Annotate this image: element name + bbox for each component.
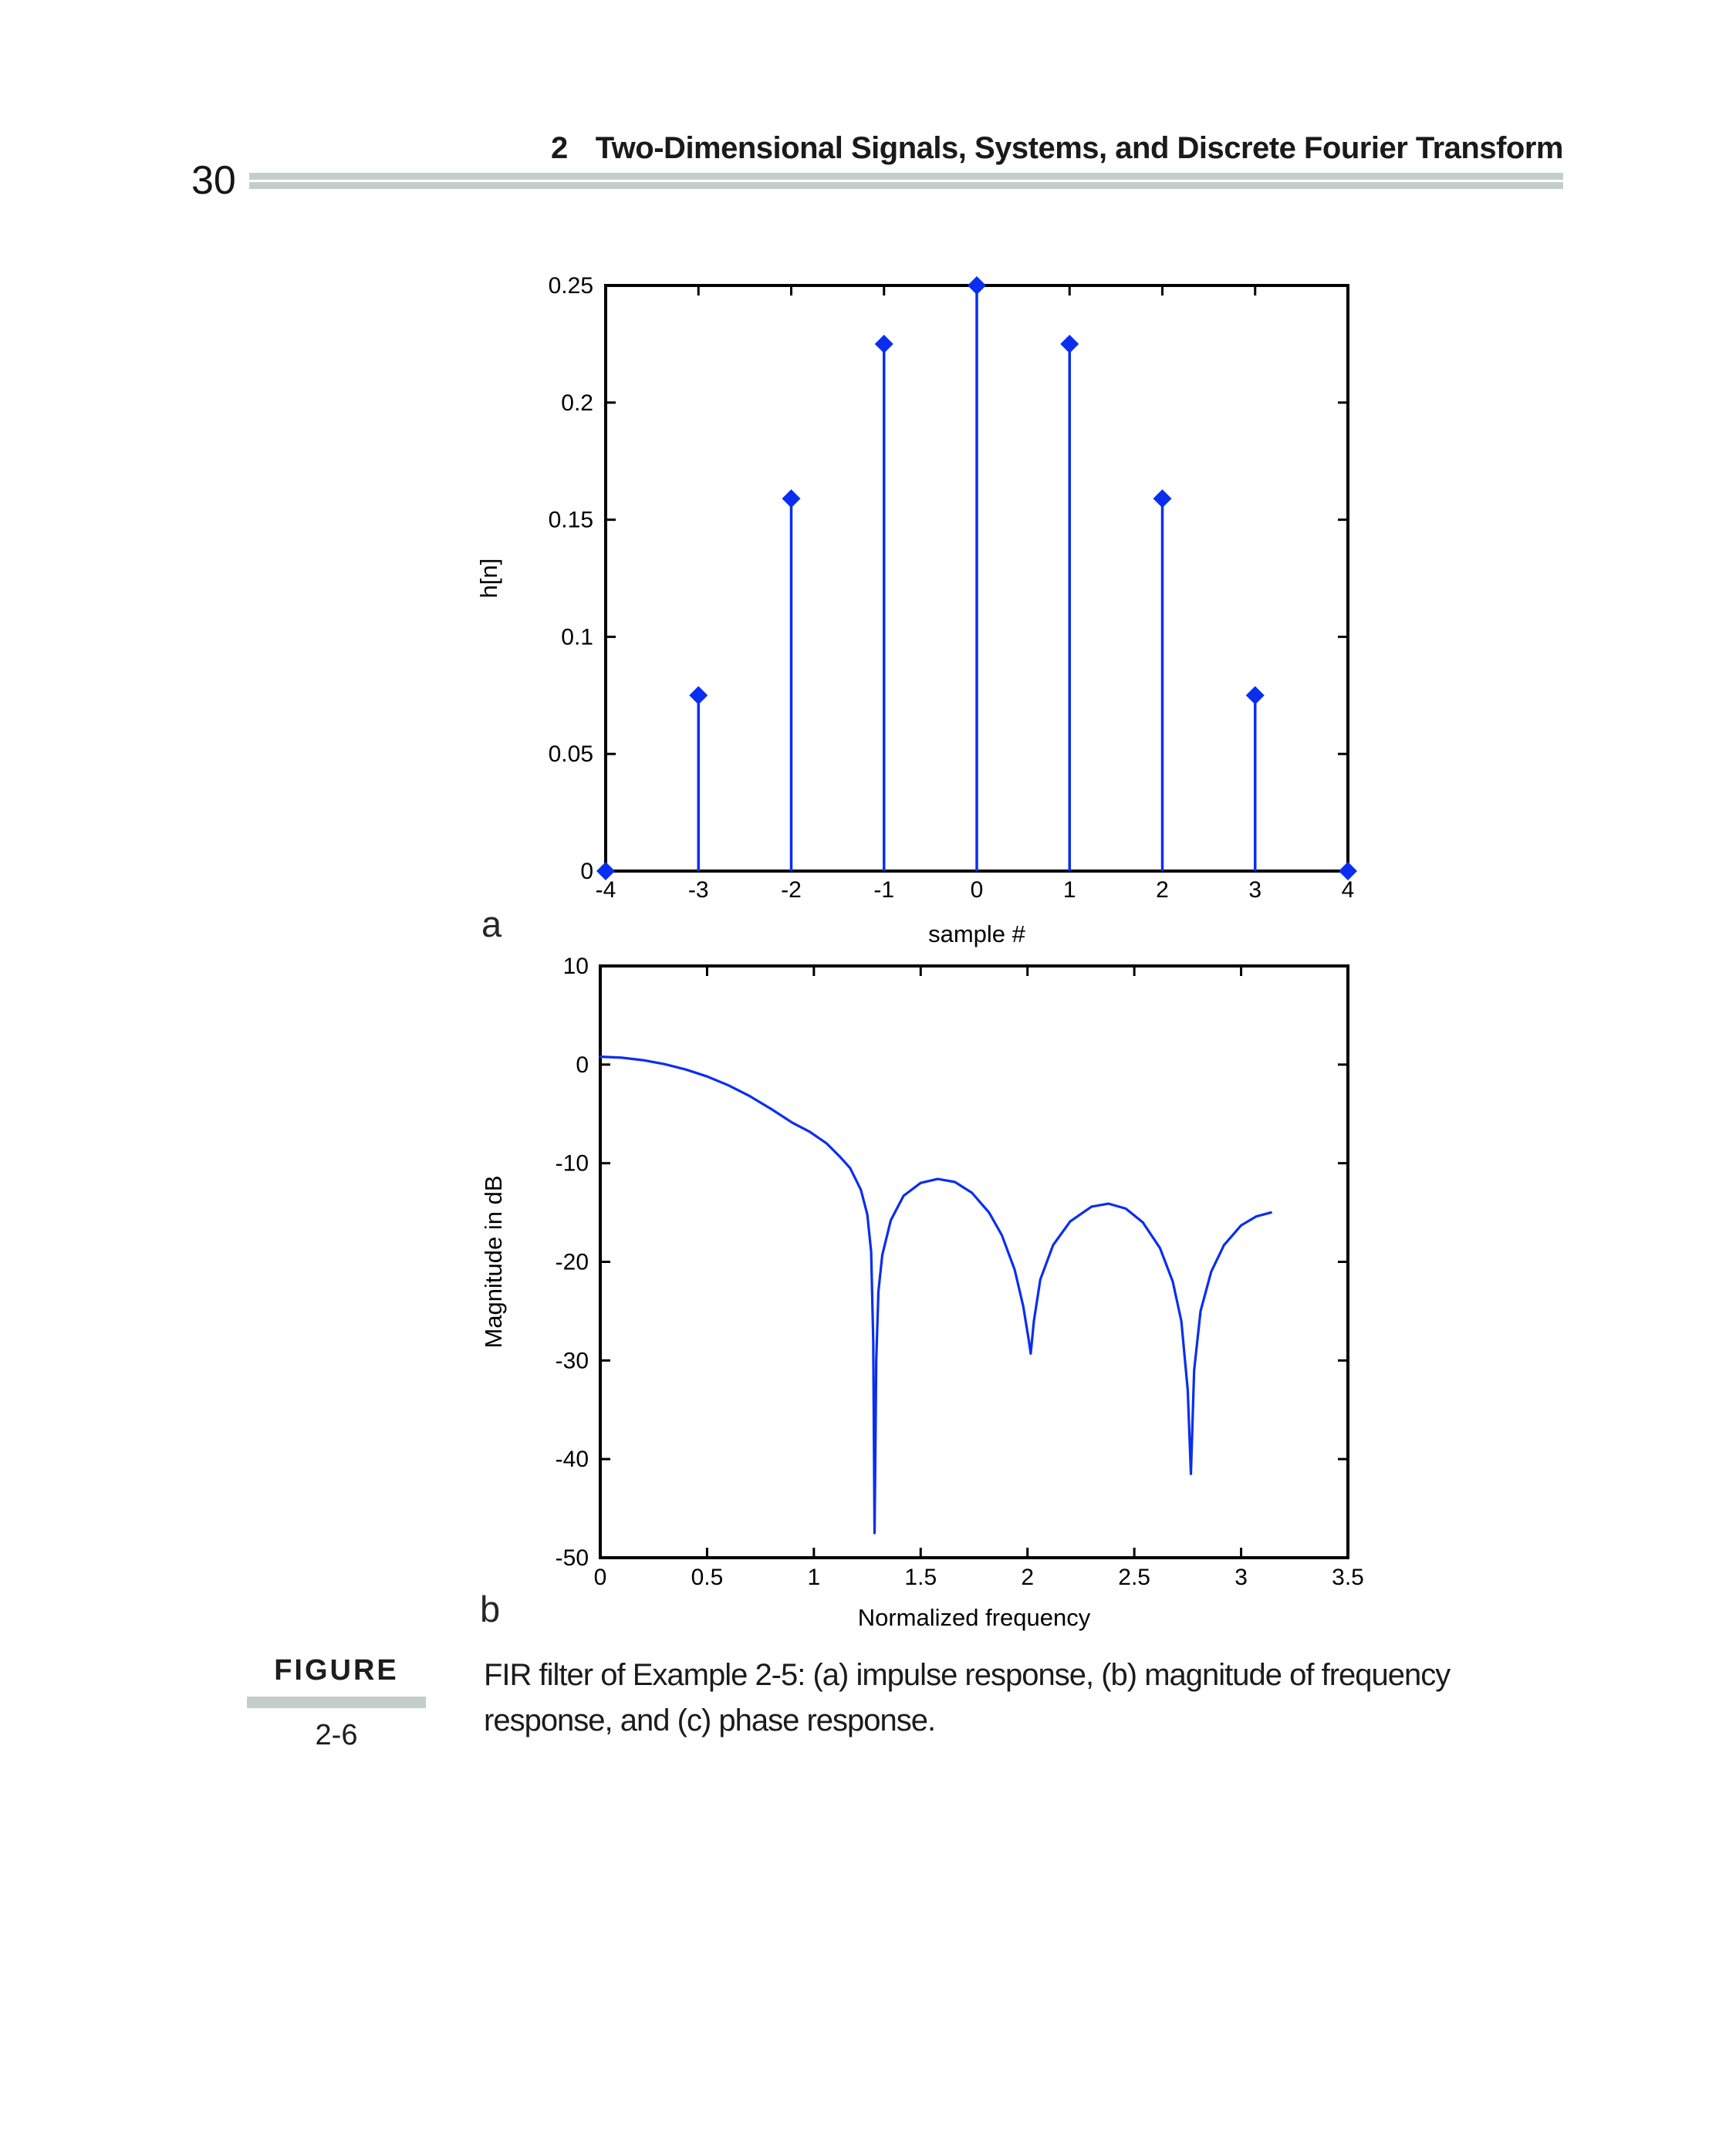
x-tick-label: 2.5 bbox=[1118, 1565, 1150, 1590]
subfigure-a-label: a bbox=[481, 903, 502, 944]
x-tick-label: 1 bbox=[808, 1565, 821, 1590]
x-tick-label: -4 bbox=[596, 877, 616, 903]
figure-rule bbox=[247, 1697, 426, 1708]
chapter-number: 2 bbox=[550, 131, 568, 165]
x-tick-label: -1 bbox=[873, 877, 894, 903]
impulse-response-plot: -4 -3 -2 -1 0 1 2 3 4 0 0.05 0.1 0.15 0.2 0.25 sample #… bbox=[475, 273, 1357, 947]
x-tick-label: -2 bbox=[781, 877, 802, 903]
page-number: 30 bbox=[191, 158, 236, 203]
stem-marker bbox=[1245, 686, 1265, 705]
x-tick-label: 0 bbox=[971, 877, 984, 903]
x-tick-label: 1 bbox=[1063, 877, 1076, 903]
y-axis-label: h[n] bbox=[475, 559, 502, 599]
stem-marker bbox=[596, 862, 615, 880]
x-tick-label: 4 bbox=[1342, 877, 1355, 903]
x-tick-label: -3 bbox=[688, 877, 709, 903]
y-axis-label: Magnitude in dB bbox=[480, 1175, 507, 1348]
x-tick-label: 2 bbox=[1021, 1565, 1034, 1590]
magnitude-response-plot: 0 0.5 1 1.5 2 2.5 3 3.5 -50 -40 -30 -20 -10 0 10 Normal… bbox=[480, 954, 1364, 1631]
figure-caption: FIR filter of Example 2-5: (a) impulse r… bbox=[484, 1653, 1451, 1744]
chapter-title: Two-Dimensional Signals, Systems, and Di… bbox=[595, 131, 1564, 165]
header-rule-top bbox=[249, 173, 1563, 180]
stem-marker bbox=[782, 489, 801, 508]
x-axis-label: Normalized frequency bbox=[858, 1604, 1091, 1631]
x-tick-label: 1.5 bbox=[904, 1565, 937, 1590]
figure-label-block: FIGURE 2-6 bbox=[247, 1654, 426, 1752]
stem-marker bbox=[1153, 489, 1172, 508]
figure-label: FIGURE bbox=[274, 1654, 399, 1687]
x-tick-label: 0.5 bbox=[691, 1565, 724, 1590]
x-tick-label: 0 bbox=[594, 1565, 607, 1590]
caption-line-1: FIR filter of Example 2-5: (a) impulse r… bbox=[484, 1658, 1451, 1692]
x-axis-label: sample # bbox=[928, 920, 1026, 947]
subfigure-b-label: b bbox=[480, 1589, 501, 1629]
x-tick-label: 3.5 bbox=[1332, 1565, 1364, 1590]
y-tick-label: -10 bbox=[556, 1151, 589, 1177]
x-tick-label: 2 bbox=[1156, 877, 1169, 903]
y-tick-label: 0.2 bbox=[561, 390, 593, 416]
chapter-header: 2 Two-Dimensional Signals, Systems, and … bbox=[550, 131, 1564, 166]
x-tick-label: 3 bbox=[1248, 877, 1261, 903]
y-tick-label: 0.1 bbox=[561, 624, 593, 650]
x-tick-label: 3 bbox=[1234, 1565, 1248, 1590]
y-tick-label: -30 bbox=[556, 1348, 589, 1373]
caption-line-2: response, and (c) phase response. bbox=[484, 1704, 936, 1737]
y-tick-label: -50 bbox=[556, 1545, 589, 1571]
response-curve bbox=[599, 1055, 1272, 1535]
stem-marker bbox=[1339, 862, 1357, 880]
y-tick-label: -20 bbox=[556, 1250, 589, 1275]
stem-marker bbox=[874, 334, 893, 353]
figure-number: 2-6 bbox=[315, 1719, 358, 1751]
y-tick-label: 0.25 bbox=[549, 273, 593, 299]
y-tick-label: 0 bbox=[580, 859, 593, 884]
y-tick-label: 0.05 bbox=[549, 741, 593, 767]
y-tick-label: 10 bbox=[563, 954, 589, 979]
y-tick-label: 0 bbox=[576, 1052, 589, 1078]
header-rule-bottom bbox=[249, 182, 1563, 189]
stem-marker bbox=[968, 276, 986, 295]
stem-marker bbox=[1060, 334, 1079, 353]
plot-frame bbox=[599, 964, 1349, 1559]
stem-marker bbox=[689, 686, 708, 705]
y-tick-label: 0.15 bbox=[549, 508, 593, 533]
y-tick-label: -40 bbox=[556, 1447, 589, 1472]
